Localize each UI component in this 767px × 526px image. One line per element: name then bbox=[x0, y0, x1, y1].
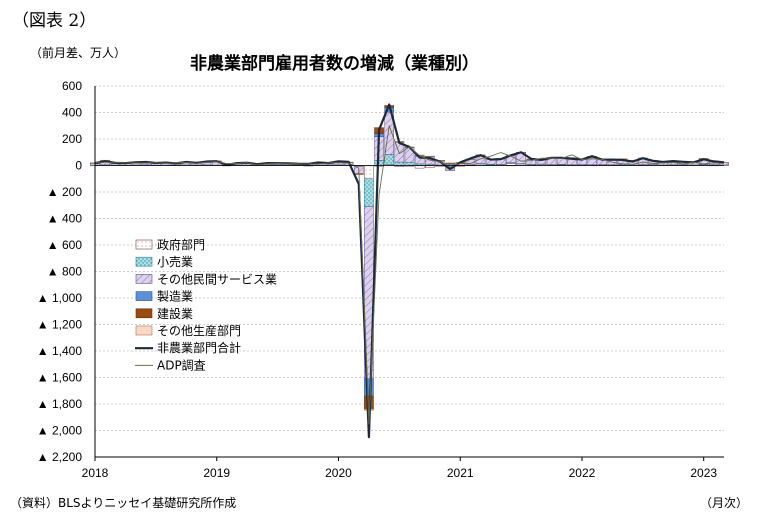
bar-segment bbox=[394, 161, 405, 166]
bar-segment bbox=[404, 161, 415, 166]
legend-item: ADP調査 bbox=[135, 358, 206, 372]
y-tick-label: ▲ 1,400 bbox=[37, 344, 83, 358]
x-tick-label: 2018 bbox=[82, 466, 109, 480]
legend-item: 製造業 bbox=[135, 290, 193, 304]
legend-item: 小売業 bbox=[135, 254, 193, 269]
legend-swatch bbox=[135, 325, 153, 336]
legend-item: 建設業 bbox=[135, 306, 193, 321]
chart-title: 非農業部門雇用者数の増減（業種別） bbox=[190, 54, 479, 74]
legend-label: 小売業 bbox=[157, 254, 193, 269]
axes: 600 400 200 0 ▲ 200 ▲ 400 ▲ 600 ▲ 800 ▲ 1,000 ▲ 1… bbox=[37, 79, 724, 480]
legend-label: ADP調査 bbox=[157, 358, 206, 372]
y-tick-label: ▲ 2,200 bbox=[37, 450, 83, 464]
bar-segment bbox=[384, 154, 395, 165]
y-tick-label: ▲ 2,000 bbox=[37, 424, 83, 438]
legend-label: 製造業 bbox=[157, 290, 193, 304]
legend-item: その他生産部門 bbox=[135, 323, 241, 338]
unit-label: （前月差、万人） bbox=[30, 46, 127, 60]
figure-label: （図表 2） bbox=[12, 11, 97, 31]
y-tick-label: ▲ 1,200 bbox=[37, 318, 83, 332]
y-tick-label: 400 bbox=[62, 106, 82, 120]
x-tick-label: 2023 bbox=[690, 466, 717, 480]
series-line-adp bbox=[94, 125, 725, 425]
legend-label: その他民間サービス業 bbox=[157, 272, 277, 286]
bar-segment bbox=[364, 178, 374, 207]
legend-label: 非農業部門合計 bbox=[157, 340, 241, 355]
legend-item: 政府部門 bbox=[135, 237, 205, 252]
x-tick-label: 2022 bbox=[569, 466, 596, 480]
legend-swatch bbox=[135, 239, 153, 250]
month-axis-label: （月次） bbox=[700, 496, 749, 510]
y-tick-label: ▲ 1,600 bbox=[37, 371, 83, 385]
legend-label: 建設業 bbox=[157, 306, 193, 321]
legend-swatch bbox=[135, 308, 153, 319]
x-tick-label: 2020 bbox=[325, 466, 352, 480]
x-tick-label: 2021 bbox=[447, 466, 474, 480]
legend-label: 政府部門 bbox=[157, 237, 205, 252]
gridlines bbox=[95, 85, 724, 458]
y-tick-label: ▲ 1,000 bbox=[37, 291, 83, 305]
line-layer bbox=[94, 103, 725, 439]
y-tick-label: ▲ 400 bbox=[47, 212, 83, 226]
y-tick-label: ▲ 600 bbox=[47, 238, 83, 252]
legend-label: その他生産部門 bbox=[157, 323, 241, 338]
legend-swatch bbox=[135, 256, 153, 267]
legend-swatch bbox=[135, 291, 153, 301]
y-tick-label: ▲ 800 bbox=[47, 265, 83, 279]
x-tick-label: 2019 bbox=[203, 466, 230, 480]
bar-segment bbox=[364, 165, 374, 179]
y-tick-label: ▲ 1,800 bbox=[37, 397, 83, 411]
legend-swatch bbox=[135, 274, 153, 284]
y-tick-label: 0 bbox=[75, 159, 82, 173]
y-tick-label: 200 bbox=[62, 132, 82, 146]
bar-segment bbox=[556, 158, 567, 165]
source-note: （資料）BLSよりニッセイ基礎研究所作成 bbox=[10, 496, 237, 510]
legend-item: その他民間サービス業 bbox=[135, 272, 277, 286]
y-tick-label: 600 bbox=[62, 79, 82, 93]
y-tick-label: ▲ 200 bbox=[47, 185, 83, 199]
legend-item: 非農業部門合計 bbox=[135, 340, 241, 355]
